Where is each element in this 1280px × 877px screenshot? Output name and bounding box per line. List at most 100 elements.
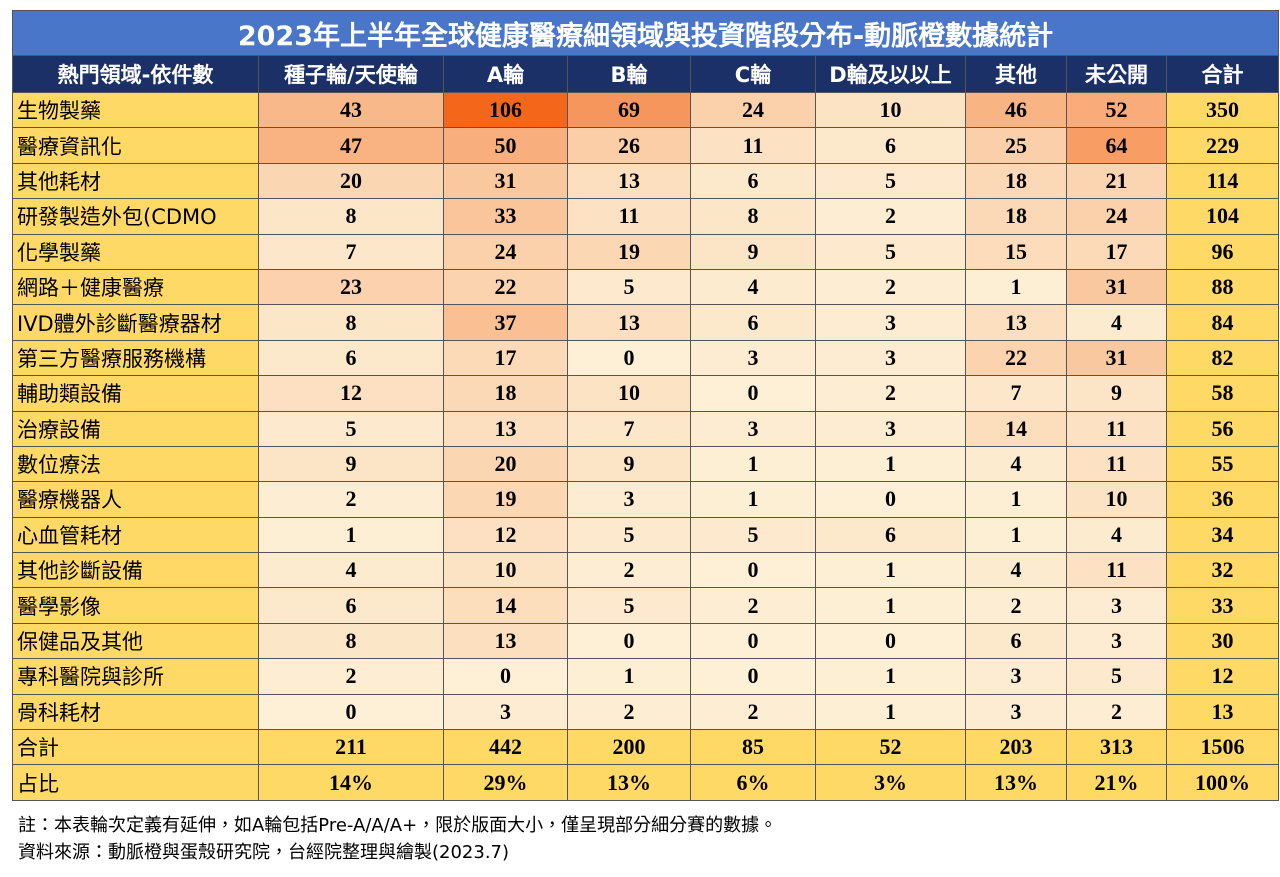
value-cell: 3 bbox=[815, 339, 966, 377]
header-cell: 其他 bbox=[965, 55, 1067, 93]
value-cell: 2 bbox=[690, 693, 816, 731]
header-cell: B輪 bbox=[567, 55, 691, 93]
value-cell: 4 bbox=[1066, 304, 1167, 341]
value-cell: 46 bbox=[965, 91, 1067, 129]
data-row: 其他耗材 20 31 13 6 5 18 21 114 bbox=[12, 162, 1280, 200]
value-cell: 2 bbox=[567, 693, 691, 731]
value-cell: 6 bbox=[815, 127, 966, 164]
value-cell: 25 bbox=[965, 127, 1067, 164]
value-cell: 50 bbox=[443, 127, 568, 164]
header-cell: 熱門領域-依件數 bbox=[12, 55, 259, 93]
value-cell: 14 bbox=[965, 410, 1067, 447]
value-cell: 4 bbox=[965, 552, 1067, 589]
data-row: 保健品及其他 8 13 0 0 0 6 3 30 bbox=[12, 622, 1280, 660]
value-cell: 9 bbox=[567, 445, 691, 483]
value-cell: 2 bbox=[815, 268, 966, 306]
value-cell: 8 bbox=[690, 198, 816, 235]
value-cell: 13 bbox=[443, 410, 568, 447]
data-row: 醫學影像 6 14 5 2 1 2 3 33 bbox=[12, 587, 1280, 624]
value-cell: 18 bbox=[965, 162, 1067, 200]
value-cell: 13 bbox=[567, 162, 691, 200]
header-cell: 種子輪/天使輪 bbox=[258, 55, 444, 93]
total-cell: 350 bbox=[1165, 91, 1280, 129]
data-row: 治療設備 5 13 7 3 3 14 11 56 bbox=[12, 410, 1280, 447]
value-cell: 200 bbox=[567, 729, 691, 766]
value-cell: 6 bbox=[690, 304, 816, 341]
row-label: 其他耗材 bbox=[12, 162, 259, 200]
value-cell: 2 bbox=[258, 481, 444, 518]
value-cell: 20 bbox=[443, 445, 568, 483]
total-cell: 12 bbox=[1165, 658, 1280, 695]
value-cell: 3 bbox=[567, 481, 691, 518]
value-cell: 2 bbox=[965, 587, 1067, 624]
value-cell: 6 bbox=[258, 587, 444, 624]
row-label: 專科醫院與診所 bbox=[12, 658, 259, 695]
value-cell: 3 bbox=[815, 410, 966, 447]
row-label: 心血管耗材 bbox=[12, 516, 259, 554]
value-cell: 64 bbox=[1066, 127, 1167, 164]
total-cell: 55 bbox=[1165, 445, 1280, 483]
value-cell: 5 bbox=[690, 516, 816, 554]
total-cell: 100% bbox=[1165, 764, 1280, 801]
value-cell: 1 bbox=[815, 587, 966, 624]
value-cell: 9 bbox=[258, 445, 444, 483]
row-label: 網路＋健康醫療 bbox=[12, 268, 259, 306]
value-cell: 1 bbox=[965, 481, 1067, 518]
value-cell: 2 bbox=[815, 375, 966, 412]
value-cell: 14 bbox=[443, 587, 568, 624]
data-row: 骨科耗材 0 3 2 2 1 3 2 13 bbox=[12, 693, 1280, 731]
value-cell: 29% bbox=[443, 764, 568, 801]
total-cell: 32 bbox=[1165, 552, 1280, 589]
value-cell: 13% bbox=[965, 764, 1067, 801]
value-cell: 21 bbox=[1066, 162, 1167, 200]
data-row: 數位療法 9 20 9 1 1 4 11 55 bbox=[12, 445, 1280, 483]
value-cell: 5 bbox=[258, 410, 444, 447]
value-cell: 203 bbox=[965, 729, 1067, 766]
value-cell: 31 bbox=[443, 162, 568, 200]
row-label: 醫學影像 bbox=[12, 587, 259, 624]
total-cell: 96 bbox=[1165, 233, 1280, 270]
note: 註：本表輪次定義有延伸，如A輪包括Pre-A/A/A+，限於版面大小，僅呈現部分… bbox=[18, 815, 778, 836]
value-cell: 7 bbox=[965, 375, 1067, 412]
value-cell: 3 bbox=[443, 693, 568, 731]
value-cell: 1 bbox=[567, 658, 691, 695]
value-cell: 4 bbox=[690, 268, 816, 306]
value-cell: 0 bbox=[567, 622, 691, 660]
value-cell: 1 bbox=[815, 658, 966, 695]
value-cell: 31 bbox=[1066, 339, 1167, 377]
summary-row: 合計 211 442 200 85 52 203 313 1506 bbox=[12, 729, 1280, 766]
value-cell: 3% bbox=[815, 764, 966, 801]
value-cell: 8 bbox=[258, 622, 444, 660]
header-cell: C輪 bbox=[690, 55, 816, 93]
value-cell: 11 bbox=[690, 127, 816, 164]
total-cell: 229 bbox=[1165, 127, 1280, 164]
value-cell: 1 bbox=[690, 445, 816, 483]
value-cell: 17 bbox=[1066, 233, 1167, 270]
value-cell: 69 bbox=[567, 91, 691, 129]
value-cell: 6 bbox=[815, 516, 966, 554]
row-label: 輔助類設備 bbox=[12, 375, 259, 412]
value-cell: 5 bbox=[567, 268, 691, 306]
value-cell: 15 bbox=[965, 233, 1067, 270]
value-cell: 10 bbox=[815, 91, 966, 129]
row-label: 研發製造外包(CDMO bbox=[12, 198, 259, 235]
table-title: 2023年上半年全球健康醫療細領域與投資階段分布-動脈橙數據統計 bbox=[11, 10, 1280, 56]
total-cell: 13 bbox=[1165, 693, 1280, 731]
value-cell: 21% bbox=[1066, 764, 1167, 801]
value-cell: 5 bbox=[815, 162, 966, 200]
value-cell: 7 bbox=[258, 233, 444, 270]
notes: 註：本表輪次定義有延伸，如A輪包括Pre-A/A/A+，限於版面大小，僅呈現部分… bbox=[18, 812, 777, 866]
value-cell: 13% bbox=[567, 764, 691, 801]
value-cell: 211 bbox=[258, 729, 444, 766]
value-cell: 313 bbox=[1066, 729, 1167, 766]
data-row: 專科醫院與診所 2 0 1 0 1 3 5 12 bbox=[12, 658, 1280, 695]
value-cell: 2 bbox=[258, 658, 444, 695]
value-cell: 2 bbox=[567, 552, 691, 589]
row-label: IVD體外診斷醫療器材 bbox=[12, 304, 259, 341]
data-row: 醫療資訊化 47 50 26 11 6 25 64 229 bbox=[12, 127, 1280, 164]
value-cell: 52 bbox=[815, 729, 966, 766]
row-label: 醫療機器人 bbox=[12, 481, 259, 518]
value-cell: 31 bbox=[1066, 268, 1167, 306]
value-cell: 19 bbox=[443, 481, 568, 518]
value-cell: 0 bbox=[690, 658, 816, 695]
